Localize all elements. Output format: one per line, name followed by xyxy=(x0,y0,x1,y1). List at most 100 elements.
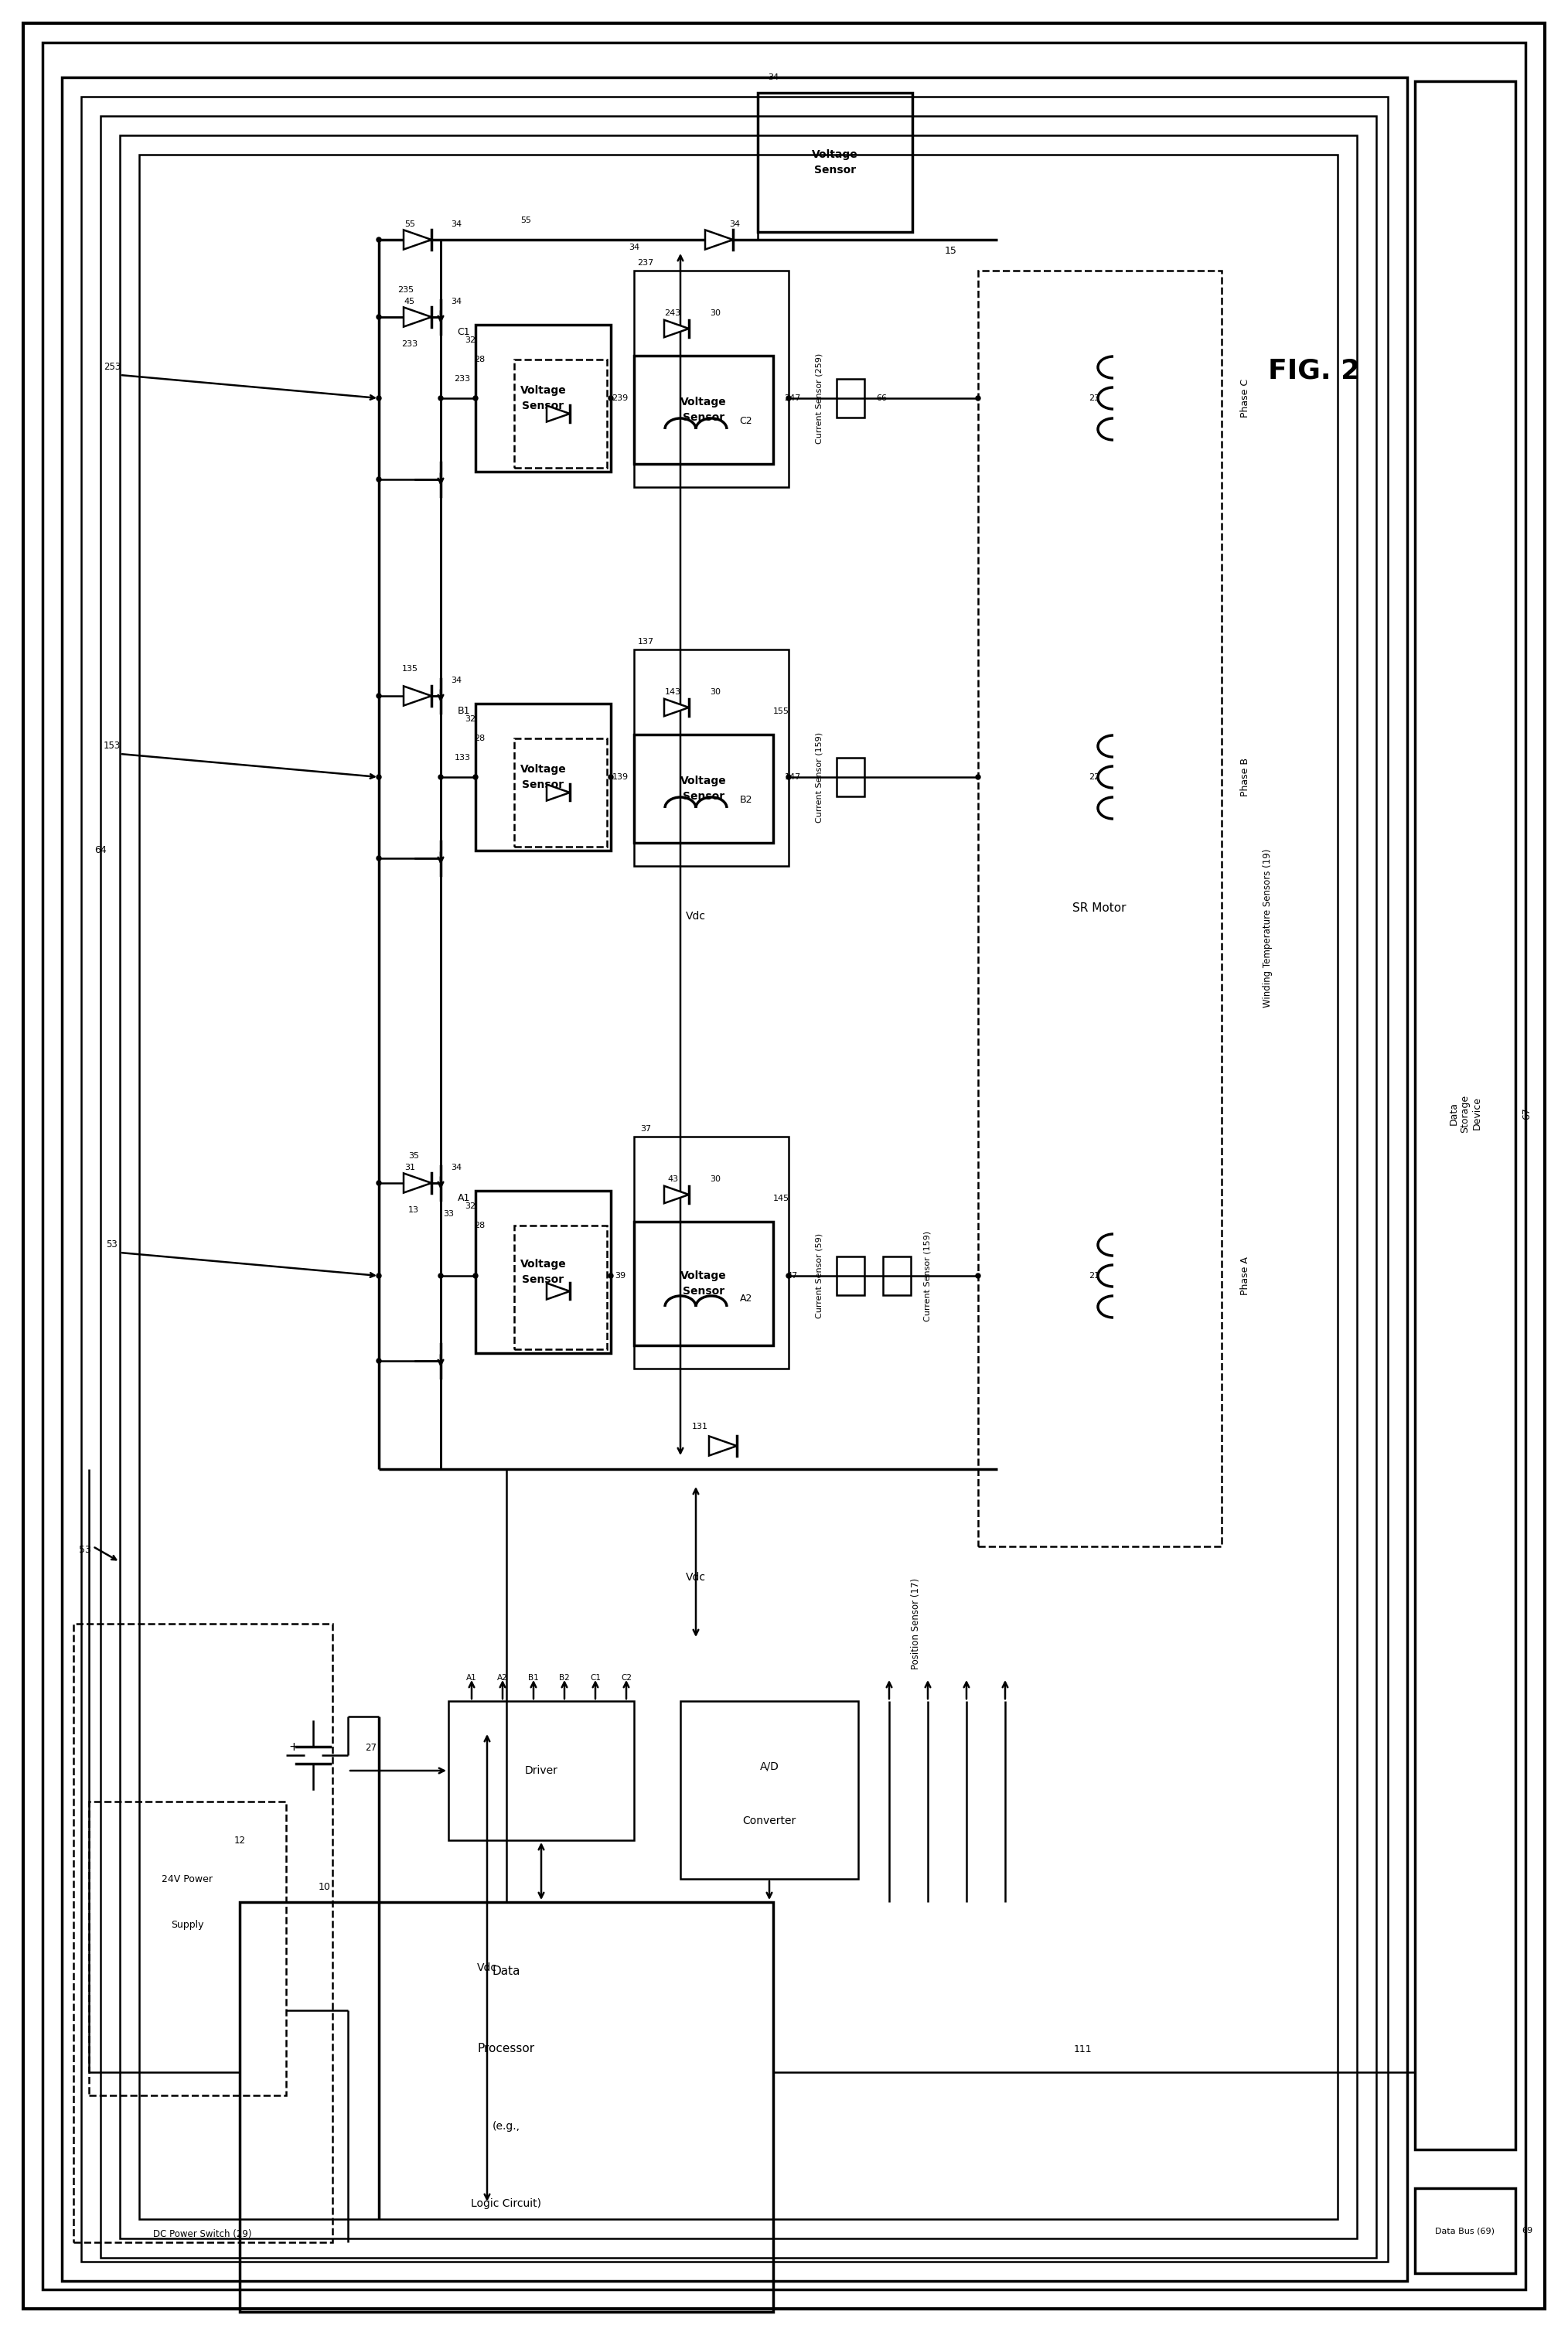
Text: Current Sensor (159): Current Sensor (159) xyxy=(924,1231,931,1320)
Text: Processor: Processor xyxy=(478,2043,535,2054)
Bar xyxy=(681,1700,858,1880)
Bar xyxy=(514,1227,607,1350)
Text: 32: 32 xyxy=(464,716,475,723)
Text: 32: 32 xyxy=(464,1203,475,1210)
Circle shape xyxy=(608,1273,613,1278)
Text: (e.g.,: (e.g., xyxy=(492,2120,521,2131)
Text: SR Motor: SR Motor xyxy=(1073,902,1126,914)
Text: 28: 28 xyxy=(474,735,485,742)
Text: 239: 239 xyxy=(612,394,629,401)
Text: 153: 153 xyxy=(103,742,121,751)
Text: 12: 12 xyxy=(234,1835,246,1845)
Bar xyxy=(475,1192,612,1353)
Text: Vdc: Vdc xyxy=(477,1964,497,1973)
Text: 31: 31 xyxy=(405,1164,416,1171)
Circle shape xyxy=(474,774,478,779)
Text: 137: 137 xyxy=(638,639,654,646)
Text: Phase B: Phase B xyxy=(1240,758,1250,798)
Bar xyxy=(74,1623,332,2243)
Text: 66: 66 xyxy=(877,394,887,401)
Bar xyxy=(633,1222,773,1346)
Circle shape xyxy=(376,1180,381,1185)
Polygon shape xyxy=(706,231,732,250)
Polygon shape xyxy=(665,319,688,338)
Circle shape xyxy=(376,1273,381,1278)
Text: 143: 143 xyxy=(665,688,681,695)
Text: 69: 69 xyxy=(1521,2227,1532,2234)
Text: Voltage: Voltage xyxy=(681,1271,726,1280)
Text: 147: 147 xyxy=(784,774,801,781)
Text: 139: 139 xyxy=(612,774,629,781)
Bar xyxy=(633,1136,789,1369)
Text: 27: 27 xyxy=(365,1742,376,1751)
Text: 64: 64 xyxy=(94,847,107,856)
Text: Vdc: Vdc xyxy=(685,912,706,921)
Text: FIG. 2: FIG. 2 xyxy=(1269,359,1361,385)
Bar xyxy=(837,378,864,417)
Text: A1: A1 xyxy=(458,1194,470,1203)
Text: Vdc: Vdc xyxy=(685,1572,706,1583)
Text: C1: C1 xyxy=(458,326,470,338)
Bar xyxy=(61,77,1406,2281)
Text: Voltage: Voltage xyxy=(521,765,566,774)
Bar xyxy=(883,1257,911,1294)
Bar xyxy=(240,1903,773,2311)
Text: Supply: Supply xyxy=(171,1919,204,1931)
Circle shape xyxy=(786,1273,790,1278)
Text: Converter: Converter xyxy=(743,1817,797,1826)
Text: 34: 34 xyxy=(768,72,779,82)
Text: Current Sensor (159): Current Sensor (159) xyxy=(815,732,823,823)
Text: 55: 55 xyxy=(521,217,532,224)
Bar xyxy=(475,324,612,471)
Polygon shape xyxy=(665,1187,688,1203)
Text: B2: B2 xyxy=(740,795,753,805)
Text: DC Power Switch (29): DC Power Switch (29) xyxy=(154,2229,252,2239)
Text: Sensor: Sensor xyxy=(682,1285,724,1297)
Circle shape xyxy=(376,693,381,697)
Bar xyxy=(119,135,1356,2239)
Circle shape xyxy=(474,1273,478,1278)
Text: 30: 30 xyxy=(710,1175,721,1182)
Polygon shape xyxy=(709,1437,737,1455)
Text: 13: 13 xyxy=(408,1206,419,1215)
Text: 133: 133 xyxy=(455,753,470,763)
Text: B1: B1 xyxy=(528,1674,539,1681)
Text: Voltage: Voltage xyxy=(521,1259,566,1269)
Text: +: + xyxy=(289,1742,299,1754)
Text: 53: 53 xyxy=(107,1241,118,1250)
Bar xyxy=(514,359,607,469)
Bar xyxy=(837,758,864,798)
Bar xyxy=(633,357,773,464)
Text: 111: 111 xyxy=(1074,2043,1091,2054)
Circle shape xyxy=(439,774,444,779)
Text: Voltage: Voltage xyxy=(521,385,566,396)
Text: Voltage: Voltage xyxy=(681,396,726,408)
Text: 237: 237 xyxy=(637,259,654,266)
Text: 10: 10 xyxy=(318,1882,331,1891)
Bar xyxy=(448,1700,633,1840)
Text: 33: 33 xyxy=(444,1210,453,1217)
Text: Phase A: Phase A xyxy=(1240,1257,1250,1294)
Circle shape xyxy=(975,774,980,779)
Text: 24V Power: 24V Power xyxy=(162,1875,213,1884)
Text: 28: 28 xyxy=(474,1222,485,1229)
Circle shape xyxy=(376,396,381,401)
Text: C2: C2 xyxy=(621,1674,632,1681)
Circle shape xyxy=(376,478,381,483)
Polygon shape xyxy=(403,686,431,707)
Text: Voltage: Voltage xyxy=(812,149,858,161)
Text: Sensor: Sensor xyxy=(522,779,564,791)
Bar xyxy=(978,271,1221,1546)
Bar xyxy=(837,1257,864,1294)
Circle shape xyxy=(439,396,444,401)
Text: Current Sensor (59): Current Sensor (59) xyxy=(815,1234,823,1318)
Text: 43: 43 xyxy=(668,1175,677,1182)
Text: 247: 247 xyxy=(784,394,801,401)
Text: 37: 37 xyxy=(640,1124,651,1133)
Text: Data Bus (69): Data Bus (69) xyxy=(1435,2227,1494,2234)
Text: 34: 34 xyxy=(450,1164,461,1171)
Circle shape xyxy=(376,1360,381,1364)
Circle shape xyxy=(376,856,381,861)
Polygon shape xyxy=(547,784,569,800)
Bar xyxy=(82,96,1388,2262)
